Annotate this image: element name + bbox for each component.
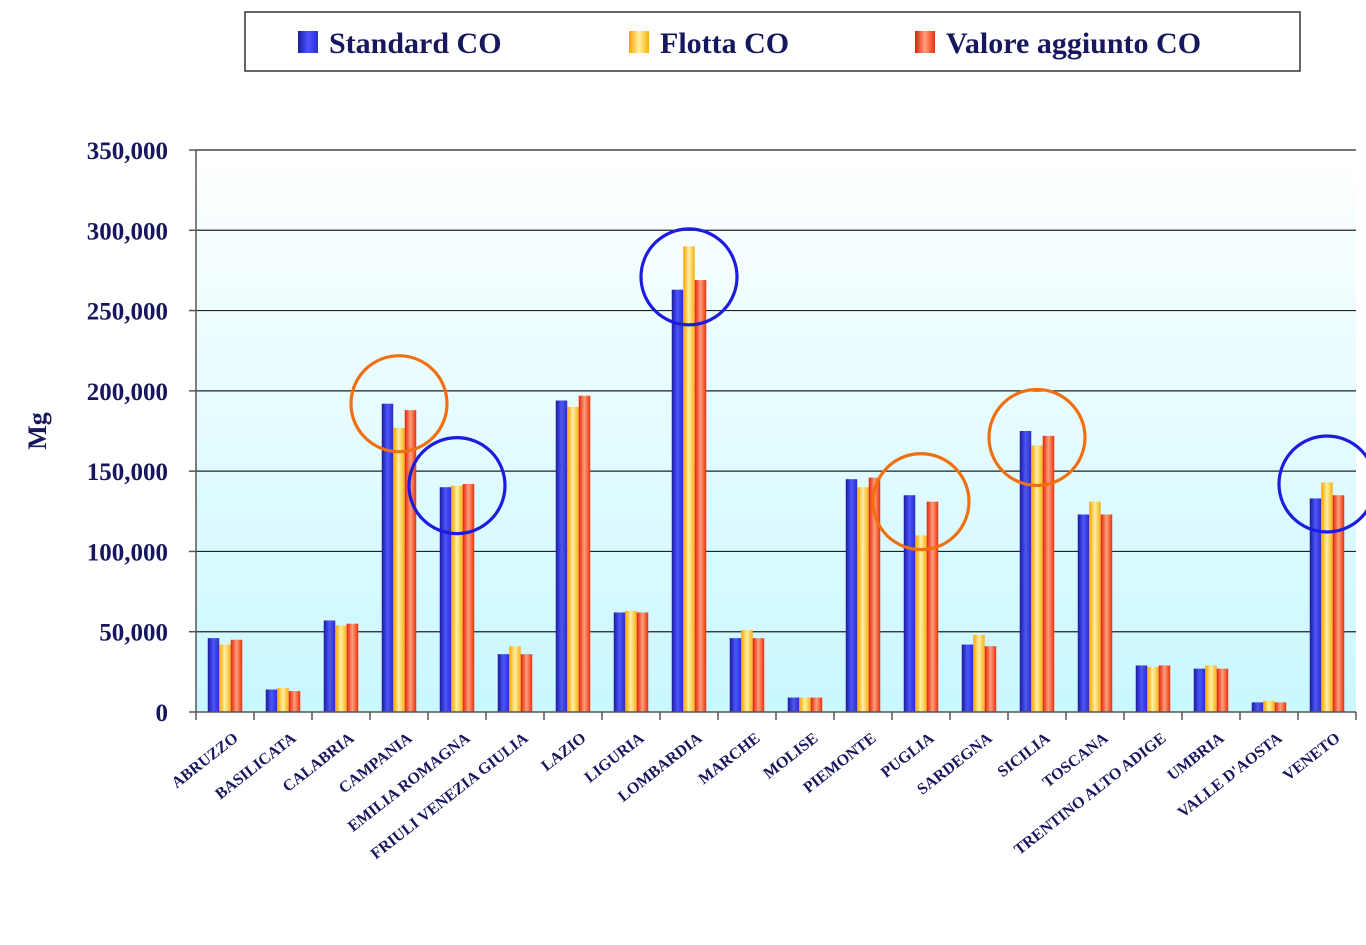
x-category-label: MARCHE: [696, 730, 764, 788]
bar-standard-co: [961, 644, 974, 712]
bar-standard-co: [671, 289, 684, 712]
bar-standard-co: [903, 495, 916, 712]
plot-area: [196, 150, 1356, 712]
bar-flotta-co: [1321, 482, 1333, 712]
annotations: [349, 227, 1366, 552]
highlight-circle: [349, 354, 449, 454]
bar-standard-co: [1135, 665, 1148, 712]
bars: [207, 246, 1345, 713]
bar-standard-co: [613, 612, 626, 712]
bar-flotta-co: [1205, 665, 1217, 712]
bar-flotta-co: [335, 625, 347, 712]
bar-valore-aggiunto-co: [694, 280, 707, 712]
bar-flotta-co: [277, 687, 289, 712]
bar-standard-co: [381, 403, 394, 712]
bar-standard-co: [497, 654, 510, 712]
y-tick-label: 150,000: [87, 459, 168, 486]
y-tick-label: 100,000: [87, 539, 168, 566]
bar-standard-co: [1193, 668, 1206, 712]
bar-valore-aggiunto-co: [984, 646, 997, 712]
bar-flotta-co: [1089, 501, 1101, 712]
bar-valore-aggiunto-co: [578, 395, 591, 712]
bar-flotta-co: [567, 406, 579, 712]
y-axis-title: Mg: [23, 412, 52, 450]
legend-label: Standard CO: [329, 27, 502, 60]
legend-label: Valore aggiunto CO: [946, 27, 1201, 60]
legend-label: Flotta CO: [660, 27, 789, 60]
bar-flotta-co: [393, 427, 405, 712]
x-category-label: VALLE D'AOSTA: [1175, 729, 1286, 821]
bar-flotta-co: [1031, 445, 1043, 712]
highlight-circle: [871, 452, 971, 552]
bar-valore-aggiunto-co: [1158, 665, 1171, 712]
bar-valore-aggiunto-co: [288, 691, 301, 712]
bar-valore-aggiunto-co: [868, 477, 881, 712]
bar-standard-co: [265, 689, 278, 712]
bar-valore-aggiunto-co: [810, 697, 823, 712]
bar-flotta-co: [799, 697, 811, 712]
bar-valore-aggiunto-co: [752, 638, 765, 712]
bar-flotta-co: [219, 644, 231, 712]
y-axis-ticks: 0 50,000 100,000 150,000 200,000 250,000 300,0…: [87, 138, 196, 727]
bar-valore-aggiunto-co: [230, 639, 243, 712]
x-category-label: LAZIO: [538, 730, 589, 775]
bar-standard-co: [787, 697, 800, 712]
bar-standard-co: [439, 487, 452, 712]
legend-swatch: [298, 31, 318, 53]
bar-standard-co: [729, 638, 742, 712]
bar-valore-aggiunto-co: [926, 501, 939, 712]
y-tick-label: 50,000: [99, 620, 168, 647]
bar-standard-co: [323, 620, 336, 712]
bar-flotta-co: [625, 610, 637, 712]
bar-standard-co: [1077, 514, 1090, 712]
y-tick-label: 0: [156, 700, 169, 727]
bar-standard-co: [207, 638, 220, 712]
bar-flotta-co: [857, 487, 869, 712]
legend-swatch: [629, 31, 649, 53]
highlight-circle: [987, 387, 1087, 488]
y-tick-label: 200,000: [87, 379, 168, 406]
bar-standard-co: [1251, 702, 1264, 712]
legend-swatch: [915, 31, 935, 53]
bar-valore-aggiunto-co: [520, 654, 533, 712]
highlight-circle: [1277, 434, 1366, 534]
y-tick-label: 300,000: [87, 218, 168, 245]
bar-valore-aggiunto-co: [636, 612, 649, 712]
bar-valore-aggiunto-co: [1274, 702, 1287, 712]
bar-standard-co: [1309, 498, 1322, 712]
bar-flotta-co: [973, 634, 985, 712]
bar-standard-co: [555, 400, 568, 712]
bar-valore-aggiunto-co: [346, 623, 359, 712]
bar-flotta-co: [451, 485, 463, 712]
highlight-circle: [407, 435, 507, 536]
legend: Standard CO Flotta CO Valore aggiunto CO: [244, 11, 1301, 72]
bar-flotta-co: [1147, 667, 1159, 712]
bar-valore-aggiunto-co: [1332, 495, 1345, 712]
bar-valore-aggiunto-co: [404, 410, 417, 712]
highlight-circle: [639, 227, 739, 327]
bar-flotta-co: [1263, 700, 1275, 712]
bar-flotta-co: [683, 246, 695, 713]
y-tick-label: 350,000: [87, 138, 168, 165]
x-category-label: VENETO: [1280, 730, 1343, 785]
bar-flotta-co: [741, 630, 753, 712]
legend-box: [244, 11, 1301, 72]
y-tick-label: 250,000: [87, 299, 168, 326]
bar-standard-co: [1019, 431, 1032, 712]
x-axis-ticks: ABRUZZOBASILICATACALABRIACAMPANIAEMILIA …: [169, 712, 1357, 863]
bar-valore-aggiunto-co: [1216, 668, 1229, 712]
bar-valore-aggiunto-co: [462, 483, 475, 712]
bar-valore-aggiunto-co: [1042, 435, 1055, 712]
bar-flotta-co: [509, 646, 521, 712]
bar-valore-aggiunto-co: [1100, 514, 1113, 712]
bar-standard-co: [845, 479, 858, 712]
bar-flotta-co: [915, 535, 927, 712]
